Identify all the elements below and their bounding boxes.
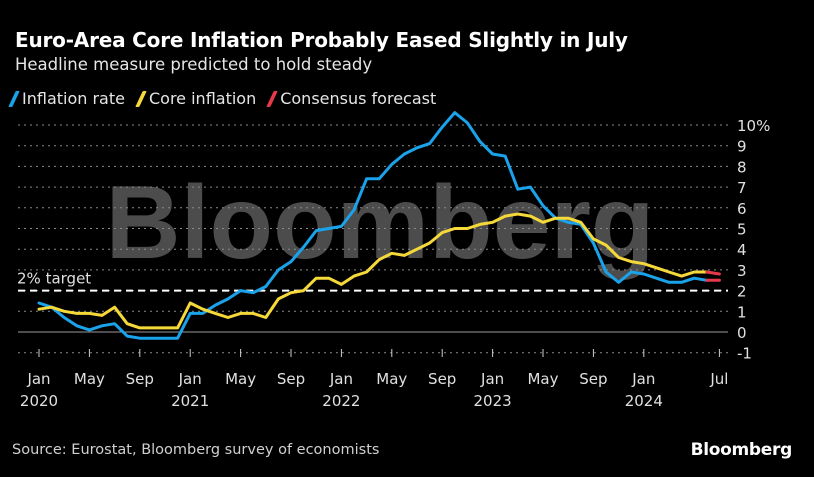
source-note: Source: Eurostat, Bloomberg survey of ec…: [12, 442, 380, 458]
y-tick-label: 6: [737, 200, 747, 218]
y-tick-label: 4: [737, 241, 747, 259]
x-tick-label: Sep: [428, 370, 456, 388]
chart-title: Euro-Area Core Inflation Probably Eased …: [15, 28, 628, 52]
y-tick-label: 3: [737, 262, 747, 280]
y-tick-label: 1: [737, 303, 747, 321]
x-tick-label: Jul: [709, 370, 728, 388]
legend-label: Inflation rate: [22, 89, 125, 108]
watermark: Bloomberg: [106, 165, 655, 281]
x-tick-label: Sep: [277, 370, 305, 388]
x-tick-year-label: 2022: [322, 392, 360, 410]
legend-item-core-inflation: Core inflation: [135, 89, 257, 108]
y-tick-label: -1: [737, 345, 752, 363]
series-line-inflation-rate: [37, 111, 709, 340]
x-tick-year-label: 2024: [625, 392, 663, 410]
x-tick-label: Jan: [329, 370, 353, 388]
y-tick-label: 9: [737, 138, 747, 156]
y-tick-label: 0: [737, 324, 747, 342]
x-tick-year-label: 2020: [20, 392, 58, 410]
chart-subtitle: Headline measure predicted to hold stead…: [15, 55, 373, 74]
x-tick-label: Jan: [178, 370, 202, 388]
x-tick-label: May: [527, 370, 558, 388]
legend: Inflation rate Core inflation Consensus …: [8, 89, 437, 108]
y-tick-label: 2: [737, 283, 747, 301]
x-tick-label: Jan: [26, 370, 50, 388]
legend-item-inflation-rate: Inflation rate: [8, 89, 125, 108]
legend-label: Core inflation: [148, 89, 257, 108]
x-tick-label: May: [376, 370, 407, 388]
x-tick-label: Sep: [579, 370, 607, 388]
x-tick-year-label: 2021: [171, 392, 209, 410]
x-tick-year-label: 2023: [474, 392, 512, 410]
x-tick-label: Sep: [126, 370, 154, 388]
y-tick-label: 10%: [737, 117, 770, 135]
series-line-core-inflation: [37, 212, 709, 330]
x-tick-label: Jan: [480, 370, 504, 388]
y-tick-label: 5: [737, 221, 747, 239]
legend-label: Consensus forecast: [280, 89, 437, 108]
x-tick-label: Jan: [631, 370, 655, 388]
y-tick-label: 7: [737, 179, 747, 197]
bloomberg-logo: Bloomberg: [690, 440, 793, 460]
x-tick-label: May: [74, 370, 105, 388]
legend-item-consensus-forecast: Consensus forecast: [266, 89, 437, 108]
x-tick-label: May: [225, 370, 256, 388]
y-tick-label: 8: [737, 158, 747, 176]
series-line-consensus-forecast-core: [705, 270, 721, 276]
target-line-label: 2% target: [17, 270, 91, 288]
